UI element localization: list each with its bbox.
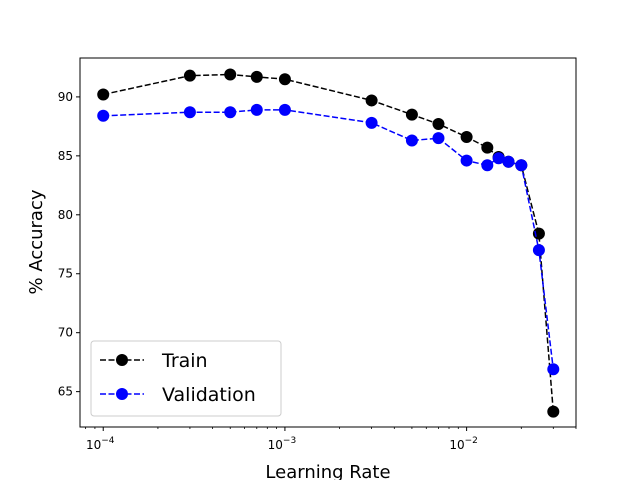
data-point-train [183, 69, 196, 82]
legend: Train Validation [90, 340, 282, 417]
data-point-validation [502, 155, 515, 168]
data-point-train [481, 141, 494, 154]
data-point-validation [515, 159, 528, 172]
data-point-validation [405, 134, 418, 147]
y-tick-label: 75 [58, 267, 73, 281]
data-point-validation [432, 132, 445, 145]
y-tick-label: 85 [58, 149, 73, 163]
plot-area-frame [79, 57, 577, 428]
legend-label-validation: Validation [162, 384, 256, 406]
data-point-train [405, 108, 418, 121]
data-point-validation [481, 159, 494, 172]
legend-items: Train Validation [100, 350, 256, 406]
data-point-train [250, 70, 263, 83]
y-axis-label: % Accuracy [26, 189, 47, 294]
data-point-train [547, 405, 560, 418]
data-point-validation [250, 103, 263, 116]
axes-layer: 65 70 75 80 85 90 10−4 10−3 10−2 [58, 90, 577, 452]
data-point-train [224, 68, 237, 81]
data-point-train [97, 88, 110, 101]
data-point-validation [532, 244, 545, 257]
series-layer [97, 68, 560, 418]
x-tick-label: 10−4 [86, 436, 115, 452]
data-point-validation [460, 154, 473, 167]
y-tick-label: 90 [58, 90, 73, 104]
data-point-validation [97, 109, 110, 122]
data-point-validation [278, 103, 291, 116]
data-point-validation [492, 152, 505, 165]
x-axis-label: Learning Rate [265, 462, 390, 480]
legend-marker-train [116, 354, 128, 366]
x-tick-label: 10−3 [268, 436, 297, 452]
legend-label-train: Train [161, 350, 208, 372]
y-tick-label: 65 [58, 385, 73, 399]
legend-marker-validation [116, 388, 128, 400]
y-tick-label: 80 [58, 208, 73, 222]
data-point-train [432, 118, 445, 131]
x-tick-label: 10−2 [449, 436, 478, 452]
data-point-validation [547, 363, 560, 376]
data-point-train [460, 130, 473, 143]
data-point-validation [183, 106, 196, 119]
data-point-validation [224, 106, 237, 119]
y-tick-label: 70 [58, 326, 73, 340]
data-point-validation [365, 116, 378, 129]
data-point-train [365, 94, 378, 107]
data-point-train [278, 73, 291, 86]
